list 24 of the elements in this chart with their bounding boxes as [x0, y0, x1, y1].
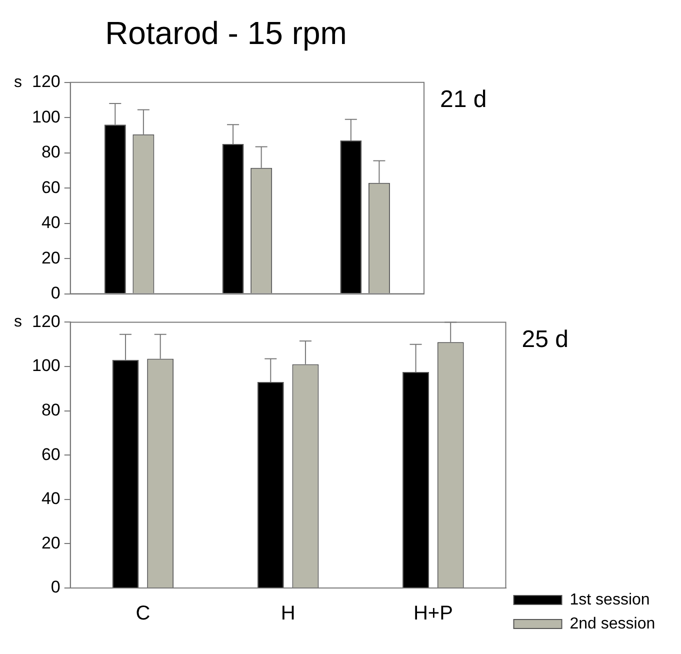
y-tick-label: 20 [41, 533, 60, 552]
chart-title: Rotarod - 15 rpm [105, 15, 347, 52]
x-tick-label: H+P [413, 602, 453, 625]
y-tick-label: 60 [41, 444, 60, 464]
y-tick-label: 40 [41, 213, 60, 232]
y-tick-label: 40 [41, 489, 60, 508]
y-tick-label: 60 [41, 178, 60, 197]
y-tick-label: 100 [32, 107, 60, 126]
y-tick-label: 20 [41, 248, 60, 268]
x-tick-label: C [136, 602, 150, 625]
y-tick-label: 120 [32, 72, 60, 92]
y-tick-label: 80 [41, 142, 60, 162]
text: 25 d [522, 326, 568, 353]
y-tick-label: 0 [50, 283, 60, 302]
legend-label: 1st session [570, 591, 650, 608]
y-axis-title: s [14, 74, 22, 91]
x-tick-label: H [280, 602, 296, 625]
y-tick-label: 120 [32, 312, 60, 331]
y-tick-label: 80 [41, 400, 60, 420]
legend-label: 2nd session [570, 615, 656, 632]
y-axis-title: s [14, 314, 22, 331]
y-tick-label: 0 [50, 578, 60, 597]
y-tick-label: 100 [32, 356, 60, 376]
text: 21 d [440, 86, 487, 114]
